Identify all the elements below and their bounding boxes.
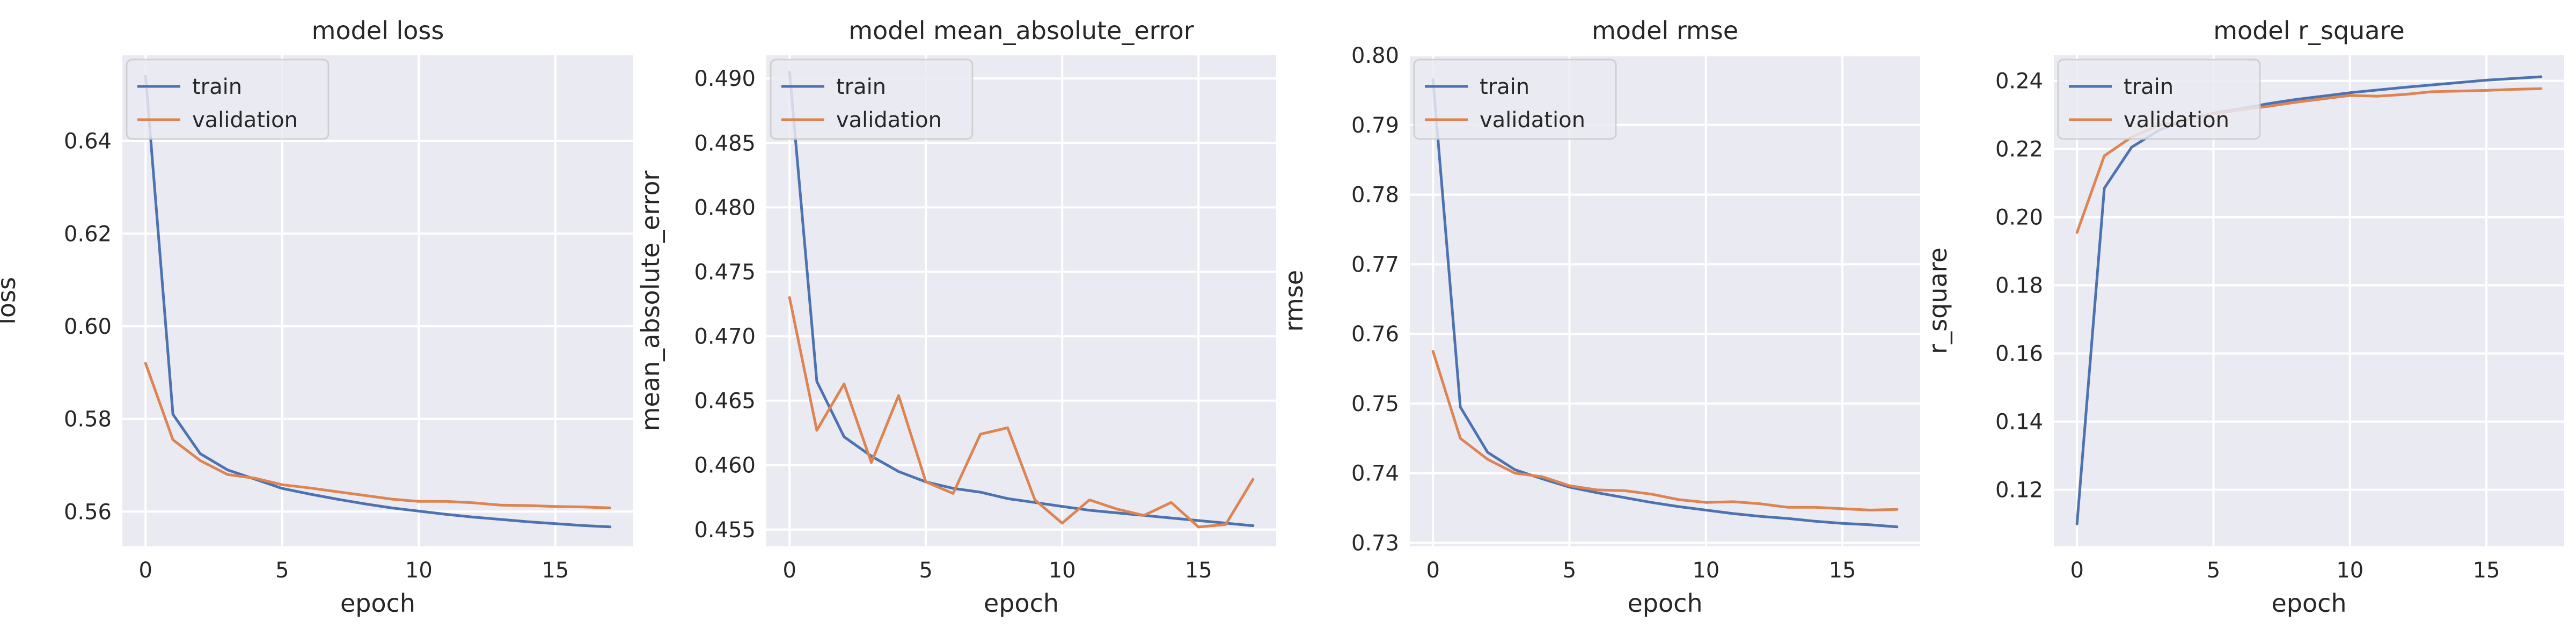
y-axis-label: r_square [1923, 247, 1952, 354]
x-tick-label: 10 [1692, 558, 1719, 583]
x-axis-label: epoch [2271, 589, 2346, 618]
x-tick-label: 15 [541, 558, 569, 583]
y-axis-label: mean_absolute_error [636, 171, 665, 431]
y-tick-label: 0.485 [694, 131, 756, 156]
x-tick-label: 0 [1426, 558, 1440, 583]
series-line-train [1431, 78, 1899, 529]
y-tick-label: 0.20 [1995, 206, 2043, 230]
x-axis-label: epoch [984, 589, 1059, 618]
legend-label-train: train [2124, 75, 2174, 99]
y-tick-label: 0.77 [1351, 252, 1399, 277]
chart-title: model r_square [2213, 16, 2404, 45]
y-tick-label: 0.79 [1351, 113, 1399, 138]
chart-title: model mean_absolute_error [848, 16, 1194, 45]
x-tick-label: 5 [919, 558, 932, 583]
chart-panel-3: 0 5 10 15 0.73 0.74 0.75 0.76 0.77 0.78 0.79 0.80 mo… [1279, 16, 1920, 618]
y-tick-label: 0.76 [1351, 322, 1399, 347]
x-tick-label: 0 [139, 558, 152, 583]
y-tick-label: 0.490 [694, 67, 756, 91]
y-tick-label: 0.18 [1995, 274, 2043, 298]
y-tick-label: 0.56 [64, 500, 112, 524]
y-tick-label: 0.16 [1995, 342, 2043, 367]
legend: train validation [1413, 58, 1617, 140]
y-tick-label: 0.470 [694, 325, 756, 349]
x-tick-label: 5 [275, 558, 289, 583]
x-tick-label: 5 [2207, 558, 2220, 583]
x-tick-label: 15 [2473, 558, 2500, 583]
legend-label-train: train [1480, 75, 1529, 99]
series-line-validation [1431, 350, 1899, 511]
y-tick-label: 0.64 [64, 129, 112, 154]
x-tick-label: 10 [1049, 558, 1076, 583]
series-line-validation [788, 296, 1255, 529]
legend-label-validation: validation [2124, 108, 2229, 133]
chart-panel-4: 0 5 10 15 0.12 0.14 0.16 0.18 0.20 0.22 0.24 model … [1923, 16, 2564, 618]
y-tick-label: 0.24 [1995, 69, 2043, 94]
x-tick-label: 0 [782, 558, 796, 583]
y-tick-label: 0.14 [1995, 410, 2043, 435]
series-line-validation [144, 362, 612, 509]
chart-title: model loss [312, 16, 444, 45]
y-tick-label: 0.74 [1351, 462, 1399, 486]
y-tick-label: 0.75 [1351, 392, 1399, 416]
y-tick-label: 0.460 [694, 453, 756, 478]
legend-label-train: train [836, 75, 886, 99]
chart-panel-2: 0 5 10 15 0.455 0.460 0.465 0.470 0.475 0.480 0.48… [636, 16, 1276, 618]
y-tick-label: 0.62 [64, 222, 112, 246]
x-tick-label: 10 [2336, 558, 2363, 583]
y-axis-label: loss [0, 277, 21, 325]
legend: train validation [2057, 58, 2261, 140]
chart-panel-1: 0 5 10 15 0.56 0.58 0.60 0.62 0.64 model loss epoc… [0, 16, 633, 618]
x-axis-label: epoch [1627, 589, 1702, 618]
y-tick-label: 0.465 [694, 389, 756, 414]
legend-label-validation: validation [192, 108, 298, 133]
legend-label-validation: validation [1480, 108, 1585, 133]
y-tick-label: 0.80 [1351, 43, 1399, 68]
legend-label-validation: validation [836, 108, 942, 133]
x-tick-label: 15 [1185, 558, 1212, 583]
legend: train validation [770, 58, 974, 140]
y-tick-label: 0.60 [64, 314, 112, 339]
y-tick-label: 0.78 [1351, 183, 1399, 208]
chart-title: model rmse [1592, 16, 1738, 45]
y-tick-label: 0.480 [694, 195, 756, 220]
x-tick-label: 5 [1563, 558, 1576, 583]
legend: train validation [126, 58, 330, 140]
x-axis-label: epoch [340, 589, 415, 618]
y-tick-label: 0.475 [694, 260, 756, 284]
x-tick-label: 10 [405, 558, 433, 583]
y-tick-label: 0.22 [1995, 137, 2043, 162]
y-axis-label: rmse [1279, 270, 1308, 332]
legend-label-train: train [192, 75, 242, 99]
y-tick-label: 0.73 [1351, 531, 1399, 556]
y-tick-label: 0.58 [64, 407, 112, 432]
series-line-train [144, 75, 612, 529]
x-tick-label: 0 [2070, 558, 2084, 583]
y-tick-label: 0.455 [694, 518, 756, 543]
y-tick-label: 0.12 [1995, 478, 2043, 503]
x-tick-label: 15 [1829, 558, 1856, 583]
